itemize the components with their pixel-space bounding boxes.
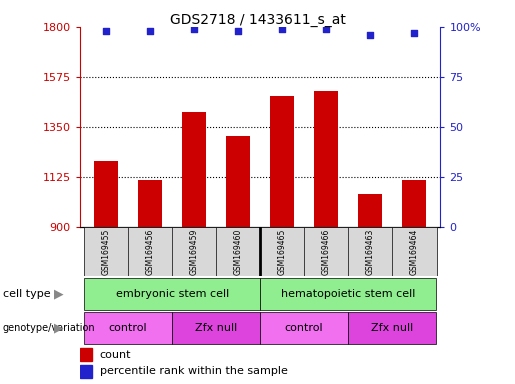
- Text: Zfx null: Zfx null: [371, 323, 413, 333]
- Bar: [270, 96, 294, 227]
- Text: GSM169455: GSM169455: [101, 228, 111, 275]
- FancyBboxPatch shape: [348, 227, 393, 276]
- FancyBboxPatch shape: [304, 227, 349, 276]
- Text: cell type: cell type: [3, 289, 50, 299]
- FancyBboxPatch shape: [172, 313, 260, 344]
- Text: GSM169460: GSM169460: [234, 228, 243, 275]
- Text: genotype/variation: genotype/variation: [3, 323, 95, 333]
- Bar: [358, 194, 382, 227]
- Text: GSM169465: GSM169465: [278, 228, 286, 275]
- Text: control: control: [109, 323, 147, 333]
- Point: [366, 32, 374, 38]
- Bar: [94, 161, 118, 227]
- Point: [410, 30, 418, 36]
- FancyBboxPatch shape: [260, 278, 436, 310]
- Bar: [80, 365, 93, 378]
- Text: GSM169463: GSM169463: [366, 228, 374, 275]
- FancyBboxPatch shape: [216, 227, 261, 276]
- Bar: [138, 180, 162, 227]
- Text: hematopoietic stem cell: hematopoietic stem cell: [281, 289, 415, 299]
- Bar: [182, 112, 206, 227]
- Text: Zfx null: Zfx null: [195, 323, 237, 333]
- Point: [146, 28, 154, 34]
- Point: [322, 26, 330, 32]
- Text: GSM169459: GSM169459: [190, 228, 199, 275]
- FancyBboxPatch shape: [84, 227, 129, 276]
- Point: [278, 26, 286, 32]
- Text: GSM169456: GSM169456: [146, 228, 154, 275]
- Text: ▶: ▶: [54, 287, 64, 300]
- FancyBboxPatch shape: [348, 313, 436, 344]
- FancyBboxPatch shape: [84, 278, 260, 310]
- Bar: [226, 136, 250, 227]
- FancyBboxPatch shape: [260, 313, 348, 344]
- Text: ▶: ▶: [54, 322, 64, 335]
- Bar: [80, 348, 93, 361]
- FancyBboxPatch shape: [173, 227, 217, 276]
- Text: GSM169464: GSM169464: [409, 228, 419, 275]
- Bar: [402, 180, 426, 227]
- FancyBboxPatch shape: [392, 227, 437, 276]
- Point: [190, 26, 198, 32]
- Point: [102, 28, 110, 34]
- FancyBboxPatch shape: [84, 313, 172, 344]
- FancyBboxPatch shape: [128, 227, 173, 276]
- Text: count: count: [100, 349, 131, 359]
- Text: embryonic stem cell: embryonic stem cell: [115, 289, 229, 299]
- Text: GDS2718 / 1433611_s_at: GDS2718 / 1433611_s_at: [169, 13, 346, 27]
- Text: GSM169466: GSM169466: [321, 228, 331, 275]
- Text: percentile rank within the sample: percentile rank within the sample: [100, 366, 287, 376]
- Bar: [314, 91, 338, 227]
- FancyBboxPatch shape: [260, 227, 305, 276]
- Point: [234, 28, 242, 34]
- Text: control: control: [285, 323, 323, 333]
